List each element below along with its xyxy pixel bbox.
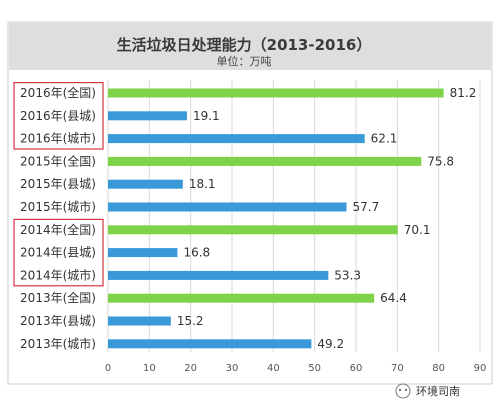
- gridlines: [107, 80, 481, 352]
- category-label: 2014年(全国): [20, 222, 96, 237]
- highlight-box: [13, 218, 104, 287]
- category-label: 2015年(全国): [20, 153, 96, 168]
- bar: [108, 316, 171, 326]
- bar: [108, 339, 312, 349]
- x-tick-label: 10: [143, 363, 156, 374]
- x-tick-label: 70: [391, 363, 404, 374]
- x-tick-label: 40: [267, 363, 280, 374]
- category-label: 2013年(全国): [20, 290, 96, 305]
- data-label: 16.8: [183, 246, 210, 260]
- x-tick-label: 60: [350, 363, 363, 374]
- x-tick-label: 30: [226, 363, 239, 374]
- wechat-icon-dot: [404, 388, 408, 392]
- bar: [108, 225, 398, 235]
- data-label: 75.8: [427, 154, 454, 168]
- bar: [108, 156, 422, 166]
- watermark-text: 环境司南: [416, 384, 460, 398]
- bar: [108, 248, 178, 258]
- highlight-boxes: [13, 81, 104, 287]
- data-label: 19.1: [193, 109, 220, 123]
- header-band: [9, 23, 491, 70]
- x-tick-label: 0: [105, 363, 111, 374]
- category-label: 2016年(城市): [20, 131, 96, 146]
- data-label: 64.4: [380, 291, 407, 305]
- data-label: 53.3: [334, 268, 361, 282]
- bar: [108, 88, 444, 98]
- data-label: 57.7: [352, 200, 379, 214]
- data-label: 15.2: [177, 314, 204, 328]
- category-label: 2015年(城市): [20, 199, 96, 214]
- category-labels: 2016年(全国) 2016年(县城) 2016年(城市) 2015年(全国) 2015…: [20, 85, 96, 351]
- category-label: 2016年(全国): [20, 85, 96, 100]
- category-label: 2014年(县城): [20, 246, 96, 260]
- data-label: 18.1: [189, 177, 216, 191]
- x-axis-ticks: 0 10 20 30 40 50 60 70 80 90: [105, 363, 487, 374]
- category-label: 2013年(县城): [20, 314, 96, 328]
- category-label: 2013年(城市): [20, 336, 96, 351]
- watermark: 环境司南: [395, 383, 460, 399]
- chart-title: 生活垃圾日处理能力（2013-2016）: [117, 36, 372, 54]
- bar: [108, 202, 347, 212]
- bars: [108, 88, 444, 349]
- data-label: 62.1: [371, 132, 398, 146]
- data-labels: 81.2 19.1 62.1 75.8 18.1 57.7 70.1 16.8 53.3 64.4…: [177, 86, 477, 351]
- x-tick-label: 50: [308, 363, 321, 374]
- chart-subtitle: 单位：万吨: [217, 54, 272, 68]
- bar: [108, 111, 187, 121]
- category-label: 2014年(城市): [20, 267, 96, 282]
- data-label: 49.2: [317, 337, 344, 351]
- data-label: 70.1: [404, 223, 431, 237]
- wechat-icon-dot: [398, 388, 402, 392]
- data-label: 81.2: [450, 86, 477, 100]
- bar: [108, 134, 365, 144]
- x-tick-label: 80: [432, 363, 445, 374]
- wechat-icon: [395, 383, 411, 399]
- category-label: 2015年(县城): [20, 177, 96, 191]
- bar: [108, 293, 375, 303]
- bar: [108, 179, 183, 189]
- category-label: 2016年(县城): [20, 109, 96, 123]
- bar: [108, 270, 329, 280]
- x-tick-label: 20: [184, 363, 197, 374]
- x-tick-label: 90: [474, 363, 487, 374]
- highlight-box: [13, 81, 104, 150]
